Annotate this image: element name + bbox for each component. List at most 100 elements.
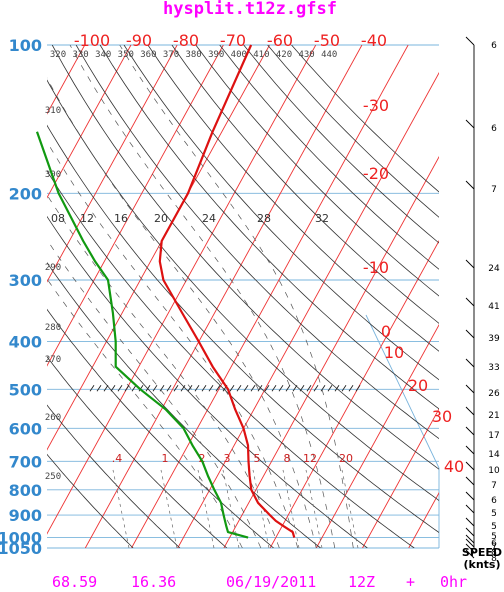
- isotherm-line: [47, 45, 317, 535]
- dewpoint-profile-line: [35, 131, 249, 539]
- wind-barb: [465, 259, 475, 269]
- wind-barb: [465, 384, 475, 394]
- mixing-ratio-label: .4: [112, 452, 123, 465]
- marker-hatch: [271, 385, 277, 392]
- dry-adiabat-line: [51, 45, 439, 470]
- footer-plus: +: [406, 573, 415, 591]
- wind-barb: [465, 119, 475, 129]
- temperature-tick-label: 40: [444, 457, 464, 476]
- isotherm-line: [223, 155, 439, 548]
- dry-adiabat-line: [123, 45, 439, 381]
- wind-speed-label: 39: [488, 334, 500, 344]
- wind-speed-label: 24: [488, 264, 500, 274]
- pressure-tick-label: 1000: [0, 529, 42, 548]
- dry-adiabat-label: 260: [45, 413, 61, 423]
- wind-barb: [465, 549, 475, 559]
- marker-hatch: [299, 385, 305, 392]
- isotherm-line: [84, 45, 363, 548]
- wind-speed-label: 21: [488, 411, 499, 421]
- dry-adiabat-line: [47, 215, 368, 548]
- temperature-tick-label: -10: [363, 258, 389, 277]
- wind-speed-label: 5: [491, 522, 497, 532]
- wind-speed-label: 5: [491, 532, 497, 542]
- wind-barb: [465, 534, 475, 544]
- temperature-tick-label: -70: [220, 31, 246, 50]
- wind-speed-label: 7: [491, 185, 497, 195]
- mixing-ratio-labels: .4 1 2 3 5 8 12 20: [112, 452, 353, 465]
- dry-adiabat-label: 400: [231, 50, 247, 60]
- marker-hatch: [348, 385, 354, 392]
- wind-barb: [465, 358, 475, 368]
- marker-hatch: [243, 385, 249, 392]
- wind-speed-label: 10: [488, 466, 500, 476]
- wind-barb: [465, 504, 475, 514]
- wind-barb: [465, 329, 475, 339]
- footer-lon: 16.36: [131, 573, 176, 591]
- marker-hatch: [250, 385, 256, 392]
- wind-barb: [465, 543, 475, 553]
- pressure-tick-label: 900: [9, 506, 42, 525]
- footer-date: 06/19/2011: [226, 573, 316, 591]
- mixing-ratio-label: 3: [224, 452, 231, 465]
- dry-adiabat-label: 350: [118, 50, 134, 60]
- wind-barb: [465, 297, 475, 307]
- dry-adiabat-label: 410: [253, 50, 269, 60]
- temperature-profile-line: [158, 44, 296, 538]
- moist-adiabat-label: 28: [257, 212, 271, 225]
- marker-hatch: [201, 385, 207, 392]
- wind-speed-label: 8: [491, 554, 497, 564]
- marker-hatch: [306, 385, 312, 392]
- temperature-tick-label: 30: [432, 407, 452, 426]
- mixing-ratio-label: 8: [284, 452, 291, 465]
- pressure-tick-label: 700: [9, 452, 42, 471]
- dry-adiabat-label: 420: [276, 50, 292, 60]
- isotherm-line: [0, 45, 39, 548]
- pressure-tick-label: 200: [9, 184, 42, 203]
- dry-adiabat-line: [47, 261, 321, 548]
- dry-adiabat-label: 380: [185, 50, 201, 60]
- wind-speed-label: 6: [491, 124, 497, 134]
- mixing-ratio-line: [282, 469, 300, 548]
- dry-adiabat-line: [47, 124, 439, 533]
- temperature-tick-label: -60: [267, 31, 293, 50]
- pressure-tick-label: 300: [9, 271, 42, 290]
- marker-hatch: [166, 385, 172, 392]
- isotherm-line: [362, 407, 439, 548]
- wind-barb: [465, 406, 475, 416]
- moist-adiabat-line: [69, 45, 336, 548]
- marker-hatch: [355, 385, 361, 392]
- marker-hatch: [334, 385, 340, 392]
- isotherm-line: [177, 71, 439, 548]
- moist-adiabat-line: [119, 45, 354, 548]
- temperature-tick-label: -80: [173, 31, 199, 50]
- dry-adiabat-label: 360: [140, 50, 156, 60]
- temperature-tick-label: -100: [74, 31, 110, 50]
- temperature-tick-label: -40: [361, 31, 387, 50]
- wind-speed-label: 6: [491, 496, 497, 506]
- marker-hatch: [278, 385, 284, 392]
- mixing-ratio-line: [222, 469, 240, 548]
- isotherm-line: [47, 45, 132, 199]
- marker-hatch: [124, 385, 130, 392]
- marker-hatch: [110, 385, 116, 392]
- wind-header-units: (knts): [463, 558, 500, 571]
- dry-adiabat-labels: 320 330 340 350 360 370 380 390 400 410 420 430 4403…: [45, 50, 337, 482]
- isotherm-line: [47, 45, 270, 451]
- wind-speed-label: 26: [488, 389, 500, 399]
- dry-adiabat-label: 320: [50, 50, 66, 60]
- moist-adiabat-label: 20: [154, 212, 168, 225]
- pressure-tick-label: 600: [9, 419, 42, 438]
- wind-speed-label: 33: [488, 363, 499, 373]
- wind-speed-label: 7: [491, 481, 497, 491]
- dry-adiabat-line: [47, 453, 134, 548]
- marker-hatch: [117, 385, 123, 392]
- mixing-ratio-line: [305, 469, 323, 548]
- wind-barb: [465, 491, 475, 501]
- pressure-tick-label: 100: [9, 36, 42, 55]
- wind-speed-label: 14: [488, 450, 500, 460]
- isotherm-line: [131, 45, 409, 548]
